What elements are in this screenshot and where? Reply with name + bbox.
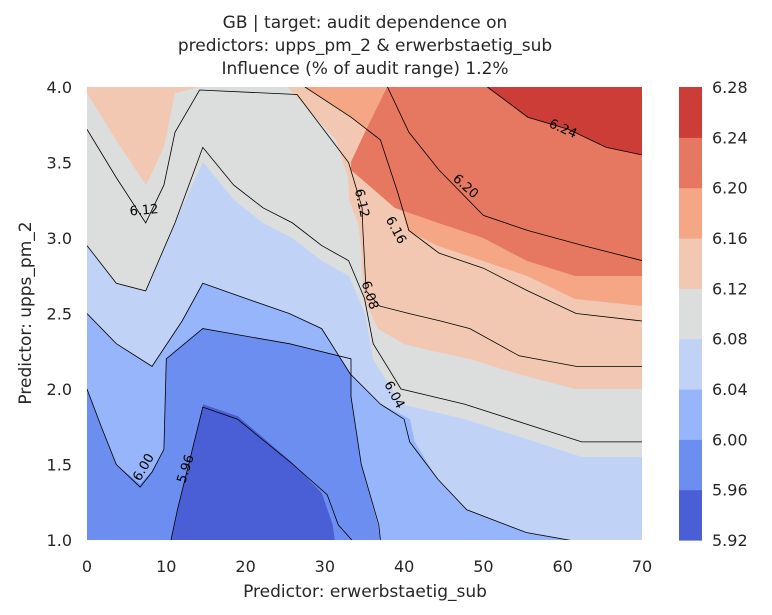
y-tick-label: 1.0: [47, 531, 72, 550]
colorbar-tick-label: 6.12: [712, 279, 748, 298]
colorbar-tick-label: 5.92: [712, 531, 748, 550]
band-6.04-6.08: [87, 162, 642, 540]
band-6.16-6.20: [304, 87, 642, 306]
colorbar-tick-label: 6.08: [712, 330, 748, 349]
x-tick-label: 20: [235, 557, 255, 576]
colorbar-tick-label: 6.00: [712, 430, 748, 449]
band-6.12-6.16: [87, 87, 642, 389]
contour-line-6.2: [387, 87, 642, 261]
band-5.96-6.00: [87, 328, 380, 540]
contour-line-6.08: [87, 146, 642, 443]
colorbar-segment: [679, 238, 702, 289]
contour-lines: [87, 87, 642, 540]
colorbar-segment: [679, 489, 702, 541]
band-6.20-6.24: [351, 87, 642, 276]
plot-area: 5.966.006.046.086.12 6.126.166.206.24: [87, 87, 642, 540]
contour-label: 6.12: [351, 188, 372, 219]
band-5.92-5.96: [171, 404, 335, 540]
colorbar: 5.92 5.96 6.00 6.04 6.08 6.12 6.16 6.20 6.24 6.28: [679, 78, 748, 550]
x-tick-label: 10: [156, 557, 176, 576]
colorbar-tick-label: 6.24: [712, 128, 748, 147]
contour-line-6.12: [87, 89, 642, 367]
x-tick-label: 50: [473, 557, 493, 576]
y-tick-label: 1.5: [47, 456, 72, 475]
chart-title: GB | target: audit dependence on predict…: [178, 13, 552, 79]
y-tick-label: 3.5: [47, 154, 72, 173]
x-tick-label: 40: [394, 557, 414, 576]
colorbar-tick-label: 6.28: [712, 78, 748, 97]
y-tick-label: 2.5: [47, 305, 72, 324]
y-tick-label: 4.0: [47, 78, 72, 97]
title-line-3: Influence (% of audit range) 1.2%: [221, 59, 508, 79]
colorbar-segment: [679, 338, 702, 390]
x-tick-label: 0: [82, 557, 92, 576]
colorbar-segment: [679, 137, 702, 189]
band-6.00-6.04: [87, 283, 642, 540]
x-tick-label: 70: [632, 557, 652, 576]
contour-line-6: [87, 328, 381, 540]
x-tick-label: 30: [315, 557, 335, 576]
colorbar-tick-label: 6.04: [712, 380, 748, 399]
y-axis: 1.0 1.5 2.0 2.5 3.0 3.5 4.0: [47, 78, 72, 550]
contour-line-6.04: [87, 282, 571, 540]
band-6.24-6.28: [487, 87, 642, 155]
x-tick-label: 60: [553, 557, 573, 576]
title-line-1: GB | target: audit dependence on: [223, 13, 508, 33]
colorbar-tick-label: 5.96: [712, 481, 748, 500]
colorbar-segment: [679, 389, 702, 440]
contour-line-5.96: [170, 406, 353, 540]
colorbar-segment: [679, 439, 702, 491]
contour-label: 6.12: [129, 202, 159, 219]
colorbar-tick-label: 6.16: [712, 229, 748, 248]
x-axis: 0 10 20 30 40 50 60 70: [82, 557, 652, 576]
colorbar-tick-label: 6.20: [712, 179, 748, 198]
contour-line-6.16: [304, 87, 642, 322]
colorbar-segment: [679, 187, 702, 239]
x-axis-label: Predictor: erwerbstaetig_sub: [243, 582, 487, 602]
y-axis-label: Predictor: upps_pm_2: [16, 221, 36, 404]
y-tick-label: 2.0: [47, 380, 72, 399]
colorbar-segment: [679, 87, 702, 138]
colorbar-segment: [679, 288, 702, 340]
y-tick-label: 3.0: [47, 229, 72, 248]
title-line-2: predictors: upps_pm_2 & erwerbstaetig_su…: [178, 36, 552, 56]
contour-line-6.24: [487, 87, 642, 156]
